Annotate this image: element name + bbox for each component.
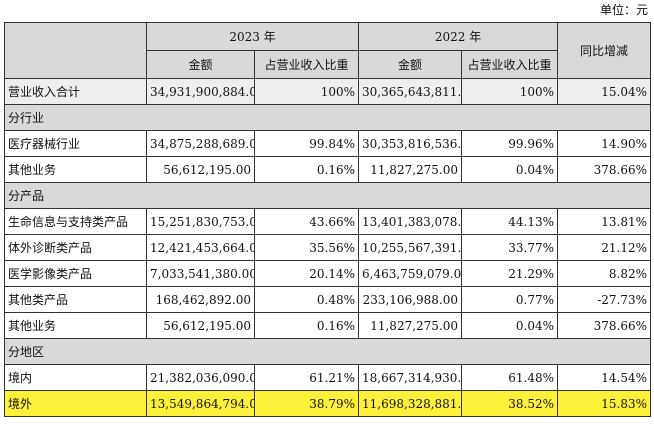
amount-2023-cell: 7,033,541,380.00 [146,260,255,287]
ratio-2022-cell: 44.13% [461,208,559,235]
table-row: 其他业务 56,612,195.00 0.16% 11,827,275.00 0.04%… [4,156,652,183]
row-label: 其他类产品 [4,286,147,313]
amount-2023-cell: 15,251,830,753.00 [146,208,255,235]
amount-2022-cell: 11,827,275.00 [358,156,463,183]
amount-2023-cell: 21,382,036,090.00 [146,364,255,391]
section-header-row: 分地区 [3,338,652,365]
header-amount-2022: 金额 [358,50,463,79]
amount-2023-cell: 34,931,900,884.00 [146,78,255,105]
section-header-row: 分行业 [3,104,652,131]
amount-2022-cell: 11,698,328,881.00 [358,390,463,417]
ratio-2023-cell: 61.21% [253,364,360,391]
ratio-2023-cell: 35.56% [253,234,360,261]
yoy-cell: 14.90% [557,130,652,157]
amount-2023-cell: 56,612,195.00 [146,156,255,183]
unit-label: 单位：元 [599,3,648,17]
amount-2022-cell: 18,667,314,930.00 [358,364,463,391]
row-label: 医学影像类产品 [4,260,147,287]
table-row: 其他业务 56,612,195.00 0.16% 11,827,275.00 0.04%… [4,312,652,339]
ratio-2023-cell: 38.79% [253,390,360,417]
ratio-2022-cell: 100% [461,78,559,105]
table-row: 医学影像类产品 7,033,541,380.00 20.14% 6,463,759,0… [4,260,652,287]
yoy-cell: 15.04% [557,78,652,105]
table-row: 医疗器械行业 34,875,288,689.00 99.84% 30,353,816,… [4,130,652,157]
row-label: 其他业务 [4,156,147,183]
total-row: 营业收入合计 34,931,900,884.00 100% 30,365,643… [4,78,652,105]
yoy-cell: 13.81% [557,208,652,235]
yoy-cell: 21.12% [557,234,652,261]
ratio-2023-cell: 99.84% [253,130,360,157]
row-label: 体外诊断类产品 [4,234,147,261]
row-label: 其他业务 [4,312,147,339]
amount-2022-cell: 10,255,567,391.00 [358,234,463,261]
section-title: 分行业 [3,104,652,131]
ratio-2023-cell: 43.66% [253,208,360,235]
ratio-2022-cell: 61.48% [461,364,559,391]
row-label: 境外 [4,390,147,417]
section-title: 分地区 [3,338,652,365]
table-row: 体外诊断类产品 12,421,453,664.00 35.56% 10,255,567… [4,234,652,261]
amount-2022-cell: 30,353,816,536.00 [358,130,463,157]
amount-2023-cell: 13,549,864,794.00 [146,390,255,417]
amount-2023-cell: 56,612,195.00 [146,312,255,339]
header-2023: 2023 年 [145,22,360,51]
yoy-cell: 15.83% [557,390,652,417]
header-ratio-2023: 占营业收入比重 [253,50,360,79]
header-amount-2023: 金额 [146,50,255,79]
yoy-cell: 378.66% [557,156,652,183]
yoy-cell: 8.82% [557,260,652,287]
ratio-2023-cell: 0.16% [253,156,360,183]
amount-2023-cell: 12,421,453,664.00 [146,234,255,261]
header-row-columns: 金额 占营业收入比重 金额 占营业收入比重 [5,50,651,79]
row-label: 境内 [4,364,147,391]
yoy-cell: 14.54% [557,364,652,391]
header-ratio-2022: 占营业收入比重 [461,50,559,79]
amount-2022-cell: 30,365,643,811.00 [358,78,463,105]
table-row: 境内 21,382,036,090.00 61.21% 18,667,314,930.… [4,364,652,391]
ratio-2022-cell: 38.52% [461,390,559,417]
amount-2023-cell: 34,875,288,689.00 [146,130,255,157]
header-row-years: 2023 年 2022 年 同比增减 [4,22,652,79]
table-row: 生命信息与支持类产品 15,251,830,753.00 43.66% 13,401,… [4,208,652,235]
amount-2022-cell: 233,106,988.00 [358,286,463,313]
yoy-cell: -27.73% [557,286,652,313]
ratio-2022-cell: 99.96% [461,130,559,157]
amount-2022-cell: 6,463,759,079.00 [358,260,463,287]
section-title: 分产品 [3,182,652,209]
row-label: 营业收入合计 [4,78,147,105]
ratio-2022-cell: 33.77% [461,234,559,261]
ratio-2022-cell: 0.77% [461,286,559,313]
yoy-cell: 378.66% [557,312,652,339]
ratio-2023-cell: 20.14% [253,260,360,287]
amount-2022-cell: 11,827,275.00 [358,312,463,339]
amount-2023-cell: 168,462,892.00 [146,286,255,313]
amount-2022-cell: 13,401,383,078.00 [358,208,463,235]
header-2022: 2022 年 [358,22,559,51]
header-blank [4,22,147,79]
row-label: 生命信息与支持类产品 [4,208,147,235]
table-row: 境外 13,549,864,794.00 38.79% 11,698,328,881.… [4,390,652,417]
header-yoy: 同比增减 [557,22,652,79]
row-label: 医疗器械行业 [4,130,147,157]
revenue-table: 2023 年 2022 年 同比增减 金额 占营业收入比重 金额 占营业收入比重… [3,22,652,417]
ratio-2023-cell: 0.16% [253,312,360,339]
ratio-2023-cell: 0.48% [253,286,360,313]
ratio-2022-cell: 0.04% [461,312,559,339]
ratio-2022-cell: 21.29% [461,260,559,287]
ratio-2022-cell: 0.04% [461,156,559,183]
ratio-2023-cell: 100% [253,78,360,105]
section-header-row: 分产品 [3,182,652,209]
table-row: 其他类产品 168,462,892.00 0.48% 233,106,988.00 0.… [4,286,652,313]
